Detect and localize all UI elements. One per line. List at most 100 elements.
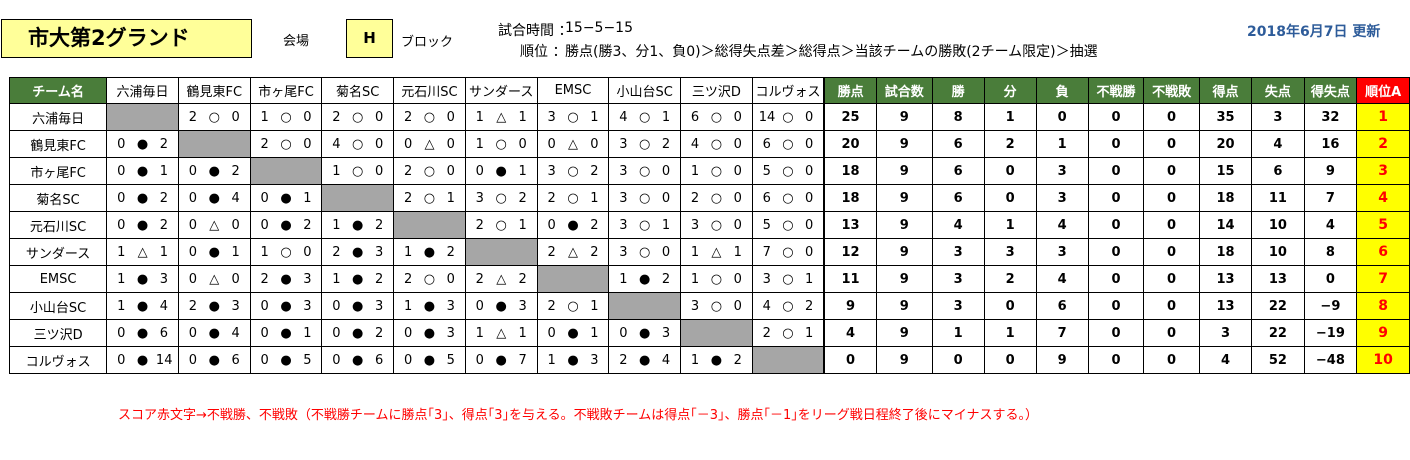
score-result: ○: [423, 109, 436, 125]
table-row: 鶴見東FC 0 ● 2 2 ○ 0 4 ○ 0 0 △ 0 1 ○ 0 0 △ 0 3 ○ 2 4 ○ 0 6 ○ 0 20 9 6 2 1 0 0…: [8, 130, 1410, 158]
match-score-cell: 3 ○ 0: [608, 238, 682, 266]
score-for: 0: [188, 352, 198, 368]
match-score-cell: 2 ○ 0: [177, 103, 251, 131]
score-result: △: [496, 325, 507, 341]
score-against: 3: [231, 298, 240, 314]
score-for: 1: [403, 244, 413, 260]
match-score-cell: 1 ○ 0: [249, 238, 323, 266]
table-row: EMSC 1 ● 3 0 △ 0 2 ● 3 1 ● 2 2 ○ 0 2 △ 2 1 ● 2 1 ○ 0 3 ○ 1 11 9 3 2 4 0 0 1…: [8, 265, 1410, 293]
score-for: 3: [690, 298, 700, 314]
score-result: ○: [423, 163, 436, 179]
stat-cell: 0: [1143, 292, 1200, 320]
score-for: 1: [547, 352, 556, 368]
score-against: 2: [374, 271, 384, 287]
score-for: 3: [547, 109, 556, 125]
match-score-cell: 0 ● 7: [464, 346, 538, 374]
match-score-cell: 1 ○ 0: [321, 157, 395, 185]
score-for: 0: [332, 352, 341, 368]
stat-cell: 0: [1087, 346, 1145, 374]
score-for: 0: [188, 325, 198, 341]
match-score-cell: 1 ○ 0: [249, 103, 323, 131]
stat-cell: 1: [931, 319, 985, 347]
stat-cell: 13: [1198, 265, 1253, 293]
score-result: ○: [710, 109, 723, 125]
score-for: 2: [475, 217, 484, 233]
self-match-cell: [536, 265, 610, 293]
score-result: ○: [352, 136, 364, 152]
match-score-cell: 2 ○ 0: [393, 265, 466, 293]
score-result: △: [567, 136, 578, 152]
opponent-column-header: 小山台SC: [608, 77, 682, 104]
score-for: 3: [619, 163, 628, 179]
score-for: 0: [117, 352, 126, 368]
score-against: 0: [733, 136, 742, 152]
match-score-cell: 0 ● 1: [177, 238, 251, 266]
stat-cell: 3: [983, 238, 1037, 266]
opponent-column-header: 市ヶ尾FC: [249, 77, 323, 104]
team-name-cell: 菊名SC: [8, 184, 108, 212]
score-against: 2: [661, 136, 671, 152]
score-result: ●: [495, 163, 507, 179]
match-score-cell: 6 ○ 0: [751, 184, 825, 212]
score-for: 2: [403, 109, 413, 125]
team-name-cell: コルヴォス: [8, 346, 108, 374]
opponent-column-header: 鶴見東FC: [177, 77, 251, 104]
stat-cell: 0: [983, 346, 1037, 374]
match-score-cell: 2 ○ 1: [536, 184, 610, 212]
match-score-cell: 1 △ 1: [680, 238, 753, 266]
score-result: ●: [423, 298, 436, 314]
score-against: 0: [804, 244, 814, 260]
score-result: ●: [208, 352, 220, 368]
score-for: 0: [260, 298, 269, 314]
stat-column-header: 負: [1035, 77, 1089, 104]
score-for: 1: [332, 163, 341, 179]
score-against: 1: [231, 244, 240, 260]
stat-cell: 0: [1087, 238, 1145, 266]
score-for: 0: [117, 136, 126, 152]
score-against: 5: [446, 352, 455, 368]
team-name-cell: 小山台SC: [8, 292, 108, 320]
score-result: ●: [208, 298, 220, 314]
score-against: 0: [518, 136, 527, 152]
stat-cell: 52: [1251, 346, 1305, 374]
score-result: ○: [423, 271, 436, 287]
score-against: 0: [661, 190, 671, 206]
score-result: ●: [208, 244, 220, 260]
score-against: 2: [590, 163, 599, 179]
score-result: ○: [423, 190, 436, 206]
self-match-cell: [680, 319, 753, 347]
rank-cell: 3: [1356, 157, 1410, 185]
stat-cell: 15: [1198, 157, 1253, 185]
score-against: 1: [518, 217, 527, 233]
score-for: 0: [547, 325, 556, 341]
score-against: 2: [374, 217, 384, 233]
match-score-cell: 0 ● 3: [464, 292, 538, 320]
match-score-cell: 0 ● 4: [177, 319, 251, 347]
match-score-cell: 0 ● 3: [249, 292, 323, 320]
score-result: ●: [352, 217, 364, 233]
stat-cell: 18: [1198, 184, 1253, 212]
score-result: ●: [136, 217, 149, 233]
stat-cell: 4: [1035, 265, 1089, 293]
score-against: 0: [733, 163, 742, 179]
score-for: 0: [475, 352, 484, 368]
score-for: 0: [188, 244, 198, 260]
score-result: △: [711, 244, 722, 260]
match-score-cell: 2 ○ 0: [249, 130, 323, 158]
score-for: 0: [117, 190, 126, 206]
score-for: 3: [547, 163, 556, 179]
score-result: ●: [352, 271, 364, 287]
score-result: ●: [136, 325, 149, 341]
score-result: ●: [280, 271, 292, 287]
score-against: 3: [518, 298, 527, 314]
match-score-cell: 3 ○ 0: [608, 157, 682, 185]
match-score-cell: 0 ● 3: [608, 319, 682, 347]
score-result: ○: [782, 163, 794, 179]
rank-cell: 7: [1356, 265, 1410, 293]
match-score-cell: 2 ○ 0: [680, 184, 753, 212]
stat-cell: 0: [1087, 265, 1145, 293]
match-score-cell: 0 ● 14: [106, 346, 179, 374]
score-against: 0: [374, 136, 384, 152]
team-name-cell: EMSC: [8, 265, 108, 293]
match-score-cell: 0 ● 2: [106, 130, 179, 158]
